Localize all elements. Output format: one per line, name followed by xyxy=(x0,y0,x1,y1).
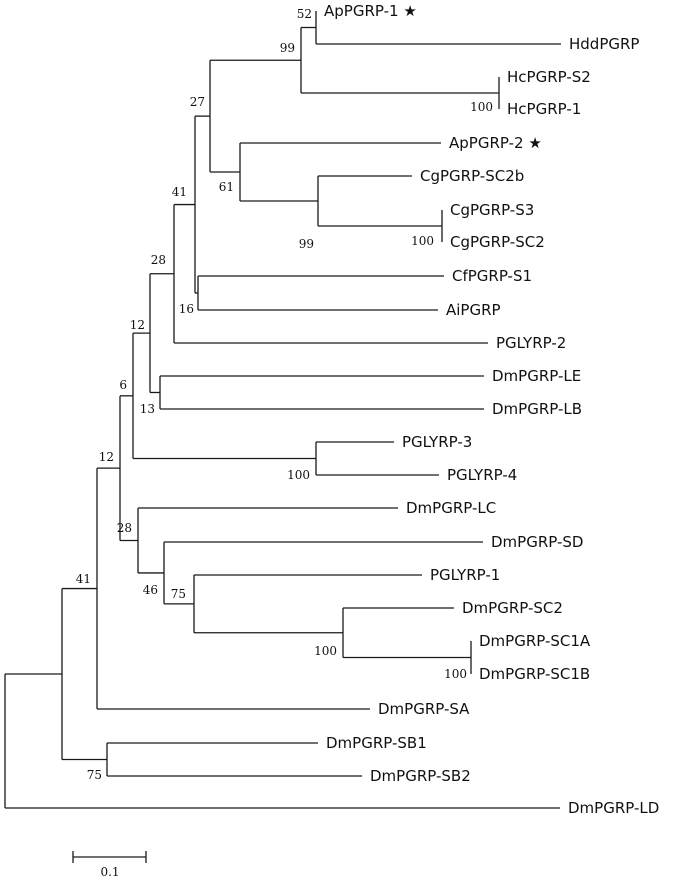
bootstrap-value: 27 xyxy=(190,95,205,109)
bootstrap-value: 100 xyxy=(287,468,310,482)
bootstrap-value: 100 xyxy=(470,100,493,114)
bootstrap-value: 16 xyxy=(179,302,194,316)
bootstrap-value: 52 xyxy=(297,7,312,21)
bootstrap-values: 52 99 100 27 61 99 100 16 41 28 13 12 100 6 100 100 75 46… xyxy=(76,7,493,782)
leaf-label: CgPGRP-SC2b xyxy=(420,167,524,185)
leaf-label: DmPGRP-LD xyxy=(568,799,659,817)
bootstrap-value: 28 xyxy=(117,521,132,535)
bootstrap-value: 12 xyxy=(130,318,145,332)
leaf-label: DmPGRP-SB2 xyxy=(370,767,471,785)
bootstrap-value: 61 xyxy=(219,180,234,194)
leaf-label: ApPGRP-2 ★ xyxy=(449,134,542,152)
bootstrap-value: 6 xyxy=(119,378,127,392)
leaf-label: DmPGRP-SA xyxy=(378,700,470,718)
leaf-label: DmPGRP-SC2 xyxy=(462,599,563,617)
bootstrap-value: 13 xyxy=(140,402,155,416)
leaf-label: HcPGRP-S2 xyxy=(507,68,591,86)
bootstrap-value: 100 xyxy=(314,644,337,658)
leaf-label: DmPGRP-SC1A xyxy=(479,632,591,650)
leaf-label: DmPGRP-LC xyxy=(406,499,496,517)
leaf-label: CgPGRP-SC2 xyxy=(450,233,545,251)
bootstrap-value: 99 xyxy=(299,237,314,251)
leaf-labels: ApPGRP-1 ★ HddPGRP HcPGRP-S2 HcPGRP-1 ApPGRP… xyxy=(324,2,659,817)
scale-bar: 0.1 xyxy=(72,851,147,879)
scale-bar-label: 0.1 xyxy=(100,865,119,879)
bootstrap-value: 99 xyxy=(280,41,295,55)
leaf-label: HddPGRP xyxy=(569,35,639,53)
bootstrap-value: 75 xyxy=(87,768,102,782)
leaf-label: PGLYRP-1 xyxy=(430,566,500,584)
leaf-label: HcPGRP-1 xyxy=(507,100,581,118)
bootstrap-value: 100 xyxy=(444,667,467,681)
leaf-label: CfPGRP-S1 xyxy=(452,267,532,285)
bootstrap-value: 12 xyxy=(99,450,114,464)
leaf-label: AiPGRP xyxy=(446,301,501,319)
leaf-label: PGLYRP-4 xyxy=(447,466,517,484)
bootstrap-value: 41 xyxy=(172,185,187,199)
bootstrap-value: 28 xyxy=(151,253,166,267)
leaf-label: DmPGRP-SB1 xyxy=(326,734,427,752)
leaf-label: PGLYRP-2 xyxy=(496,334,566,352)
leaf-label: DmPGRP-SD xyxy=(491,533,583,551)
bootstrap-value: 46 xyxy=(143,583,158,597)
bootstrap-value: 75 xyxy=(171,587,186,601)
bootstrap-value: 41 xyxy=(76,572,91,586)
leaf-label: DmPGRP-LB xyxy=(492,400,582,418)
bootstrap-value: 100 xyxy=(411,234,434,248)
leaf-label: DmPGRP-SC1B xyxy=(479,665,590,683)
tree-branches xyxy=(4,11,561,809)
leaf-label: ApPGRP-1 ★ xyxy=(324,2,417,20)
leaf-label: CgPGRP-S3 xyxy=(450,201,534,219)
leaf-label: DmPGRP-LE xyxy=(492,367,581,385)
leaf-label: PGLYRP-3 xyxy=(402,433,472,451)
